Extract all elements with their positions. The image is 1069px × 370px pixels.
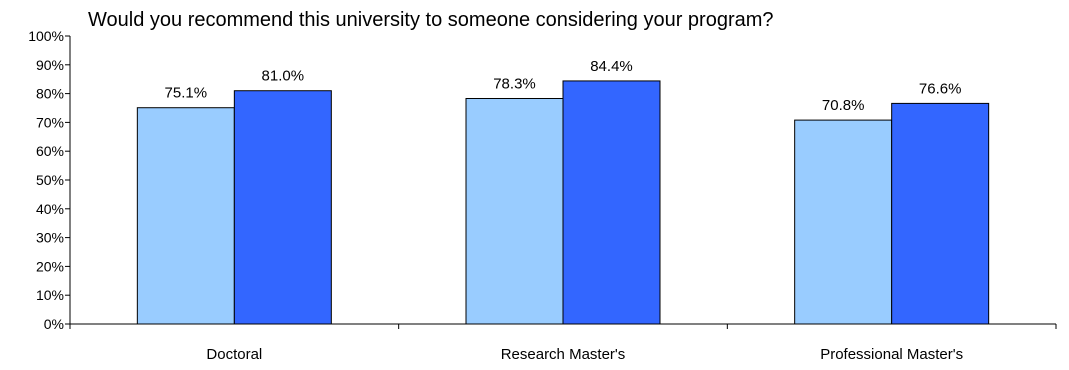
bar: [233, 90, 332, 325]
data-labels: 75.1% 81.0% 78.3% 84.4% 70.8% 76.6%: [165, 58, 962, 114]
y-tick-label: 100%: [28, 28, 64, 44]
bar-data-label: 81.0%: [262, 68, 305, 85]
x-category-label: Research Master's: [501, 346, 626, 363]
bar-data-label: 70.8%: [822, 97, 865, 114]
y-tick-label: 50%: [36, 172, 64, 188]
x-category-label: Professional Master's: [820, 346, 963, 363]
x-axis-ticks: [69, 324, 1057, 329]
category-labels: Doctoral Research Master's Professional Ma…: [206, 346, 963, 363]
y-tick-label: 20%: [36, 258, 64, 274]
y-tick-label: 70%: [36, 114, 64, 130]
y-tick-label: 40%: [36, 201, 64, 217]
bar-data-label: 76.6%: [919, 80, 962, 97]
bar: [891, 102, 990, 325]
y-tick-label: 0%: [44, 316, 64, 332]
bar-data-label: 78.3%: [493, 75, 536, 92]
bar: [794, 119, 893, 325]
bars: [136, 80, 990, 325]
y-tick-label: 90%: [36, 57, 64, 73]
bar: [465, 97, 564, 325]
chart-title: Would you recommend this university to s…: [88, 9, 774, 31]
y-tick-label: 10%: [36, 287, 64, 303]
bar-data-label: 84.4%: [590, 58, 633, 75]
y-axis-ticks: 0% 10% 20% 30% 40% 50% 60% 70% 80% 90% 100%: [28, 28, 70, 332]
y-tick-label: 60%: [36, 143, 64, 159]
y-tick-label: 80%: [36, 86, 64, 102]
y-tick-label: 30%: [36, 230, 64, 246]
x-category-label: Doctoral: [206, 346, 262, 363]
bar: [136, 107, 235, 325]
bar-data-label: 75.1%: [165, 85, 208, 102]
bar: [562, 80, 661, 325]
